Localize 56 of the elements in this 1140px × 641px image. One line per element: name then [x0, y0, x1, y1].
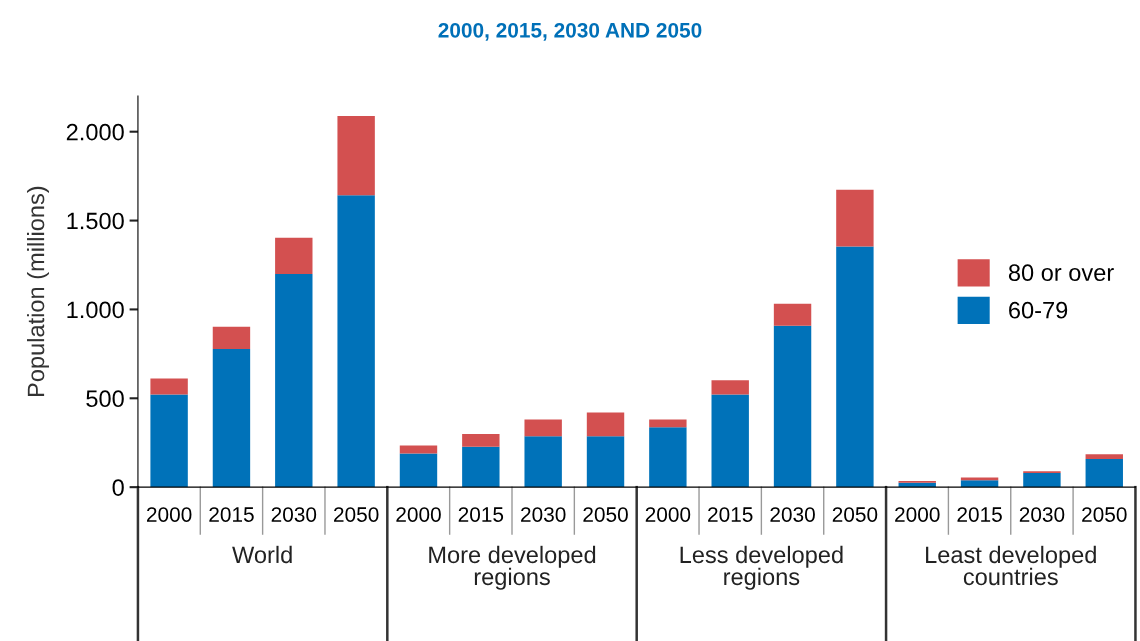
x-tick-label: 2015	[708, 507, 753, 522]
x-tick-label: 2015	[209, 507, 254, 522]
x-tick-label: 2050	[583, 507, 628, 522]
bar	[649, 427, 687, 488]
y-tick-label: 2.000	[66, 123, 124, 141]
text: More developed regions	[429, 545, 596, 590]
bar	[524, 419, 562, 437]
text: Less developed regions	[680, 545, 843, 590]
bar	[711, 380, 749, 395]
bar	[150, 378, 188, 395]
bar	[773, 325, 812, 488]
x-tick-label: 2000	[645, 507, 691, 522]
bar	[649, 419, 687, 428]
bar	[275, 274, 313, 488]
bar	[1085, 454, 1123, 460]
x-tick-label: 2030	[770, 507, 815, 522]
bar	[399, 453, 438, 488]
bar	[1023, 473, 1061, 488]
bar	[337, 115, 375, 196]
bar	[773, 303, 812, 326]
x-tick-label: 2050	[1082, 507, 1127, 522]
y-tick-label: 0	[112, 479, 124, 496]
x-tick-label: 2000	[396, 507, 441, 522]
text: Least developed countries	[926, 545, 1096, 586]
x-tick-label: 2050	[832, 507, 878, 522]
x-tick-label: 2015	[458, 507, 504, 522]
bar	[1085, 459, 1123, 488]
y-axis-title: Population (millions)	[26, 186, 49, 397]
legend-label: 60-79	[1009, 301, 1068, 319]
legend-label: 80 or over	[1008, 264, 1114, 282]
bar	[586, 412, 625, 437]
x-tick-label: 2030	[521, 507, 566, 522]
bar	[337, 195, 375, 488]
text: World	[232, 545, 292, 564]
y-tick-label: 500	[86, 390, 124, 408]
x-tick-label: 2000	[146, 507, 192, 522]
bar	[150, 394, 188, 488]
y-tick-label: 1.500	[67, 212, 124, 230]
bar	[212, 348, 251, 488]
bar	[275, 237, 313, 275]
bar	[586, 436, 625, 488]
bar	[836, 246, 874, 488]
x-tick-label: 2050	[334, 507, 379, 522]
x-tick-label: 2000	[895, 507, 940, 522]
bar	[836, 189, 874, 247]
x-tick-label: 2015	[957, 507, 1002, 522]
bar	[711, 394, 749, 488]
bar	[960, 480, 999, 488]
chart-title: 2000, 2015, 2030 AND 2050	[438, 22, 702, 41]
x-tick-label: 2030	[1019, 507, 1065, 522]
y-tick-label: 1.000	[67, 301, 124, 319]
bar	[462, 446, 500, 488]
bar	[462, 434, 500, 447]
x-tick-label: 2030	[271, 507, 317, 522]
bar	[524, 436, 562, 488]
bar	[212, 326, 251, 349]
